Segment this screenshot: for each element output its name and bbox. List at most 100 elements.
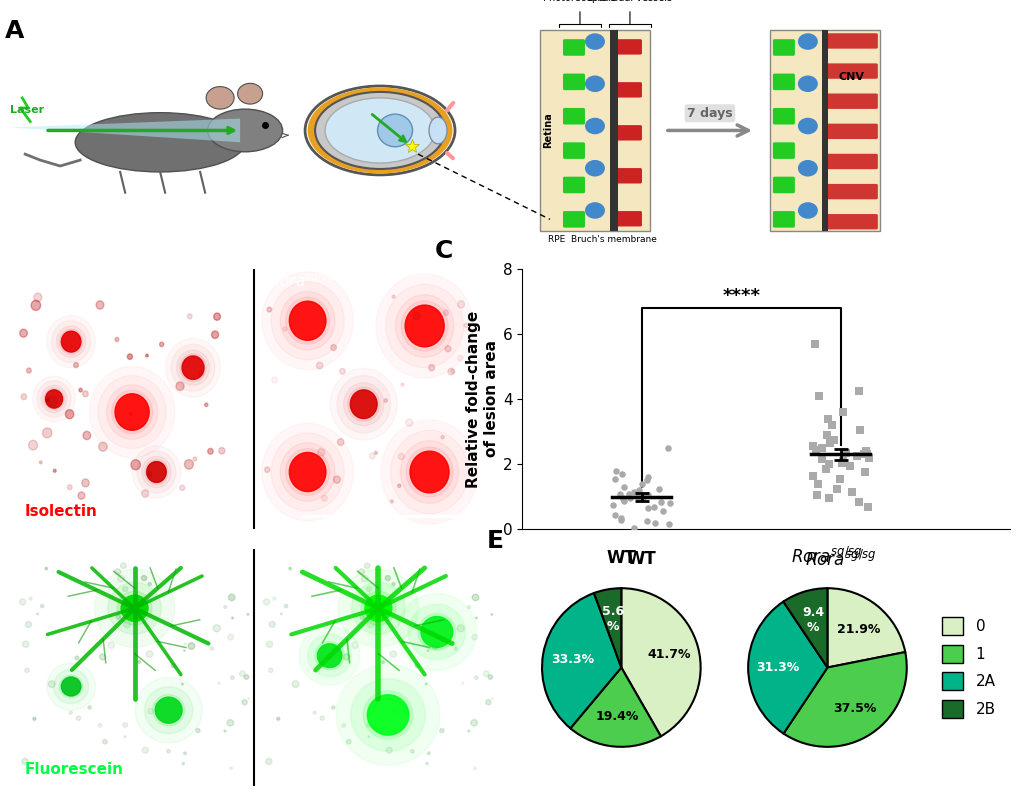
Point [860,451,876,464]
Circle shape [471,634,477,640]
Circle shape [365,596,391,621]
Point [818,429,835,441]
Circle shape [317,644,341,668]
Point [605,472,622,485]
Circle shape [458,355,463,361]
Circle shape [421,617,452,647]
Circle shape [228,594,234,600]
Circle shape [439,728,443,733]
Circle shape [99,442,107,451]
Circle shape [193,457,197,461]
Circle shape [410,451,448,493]
Circle shape [48,396,57,407]
Circle shape [142,576,147,580]
Point [823,418,840,431]
Circle shape [391,583,394,586]
Point [842,460,858,472]
Circle shape [115,337,119,341]
Text: D: D [15,555,36,579]
Circle shape [485,700,490,705]
Y-axis label: Relative fold-change
of lesion area: Relative fold-change of lesion area [466,310,498,488]
Point [838,446,854,459]
Circle shape [219,448,224,454]
Point [818,412,835,425]
Circle shape [285,449,329,495]
Circle shape [231,617,233,619]
Circle shape [46,399,49,402]
Circle shape [410,750,414,753]
Circle shape [56,326,86,357]
Circle shape [427,649,429,651]
FancyBboxPatch shape [823,214,877,229]
Circle shape [54,669,89,703]
Point [615,495,632,507]
Circle shape [458,301,464,308]
Circle shape [122,723,127,727]
Circle shape [333,476,340,484]
Ellipse shape [585,202,604,219]
Circle shape [26,368,32,373]
Circle shape [282,327,286,331]
Point [621,488,637,500]
Circle shape [146,651,153,657]
Circle shape [45,568,48,570]
Circle shape [73,363,78,368]
Circle shape [350,390,377,418]
FancyBboxPatch shape [615,39,641,55]
Point [652,495,668,508]
Circle shape [61,677,81,696]
Point [813,441,829,454]
Circle shape [266,641,272,647]
Circle shape [289,301,326,341]
Ellipse shape [797,118,817,134]
Point [843,486,859,499]
Circle shape [472,594,478,600]
Circle shape [374,451,377,454]
FancyBboxPatch shape [539,29,649,231]
Circle shape [447,368,453,375]
Circle shape [289,301,326,341]
Circle shape [239,671,245,676]
Ellipse shape [377,114,412,147]
Circle shape [395,295,453,357]
Circle shape [242,700,247,705]
FancyBboxPatch shape [615,125,641,141]
Ellipse shape [797,160,817,176]
Circle shape [450,369,454,373]
Point [629,491,645,503]
Circle shape [400,301,447,351]
Circle shape [280,443,335,501]
Text: Isolectin: Isolectin [24,504,98,519]
Circle shape [317,449,324,457]
Circle shape [53,469,56,472]
Circle shape [271,377,277,383]
Polygon shape [10,118,239,142]
Circle shape [155,697,182,723]
Circle shape [263,599,269,605]
Ellipse shape [429,117,446,144]
Circle shape [411,579,413,580]
Circle shape [336,665,439,765]
Circle shape [468,730,470,732]
FancyBboxPatch shape [562,74,585,91]
Point [850,495,866,508]
Circle shape [267,307,271,312]
Point [647,517,663,530]
FancyArrowPatch shape [446,103,452,110]
Wedge shape [570,668,660,747]
Circle shape [43,428,52,437]
Text: 7 days: 7 days [687,106,732,120]
Circle shape [426,762,428,765]
Circle shape [184,460,194,469]
Circle shape [368,736,369,738]
Circle shape [346,739,351,744]
Circle shape [153,695,184,726]
Point [857,445,873,457]
Circle shape [385,747,392,754]
Circle shape [123,621,130,628]
Wedge shape [783,588,826,668]
Circle shape [61,677,81,696]
Circle shape [350,390,377,418]
Circle shape [187,314,192,319]
Point [634,477,650,490]
